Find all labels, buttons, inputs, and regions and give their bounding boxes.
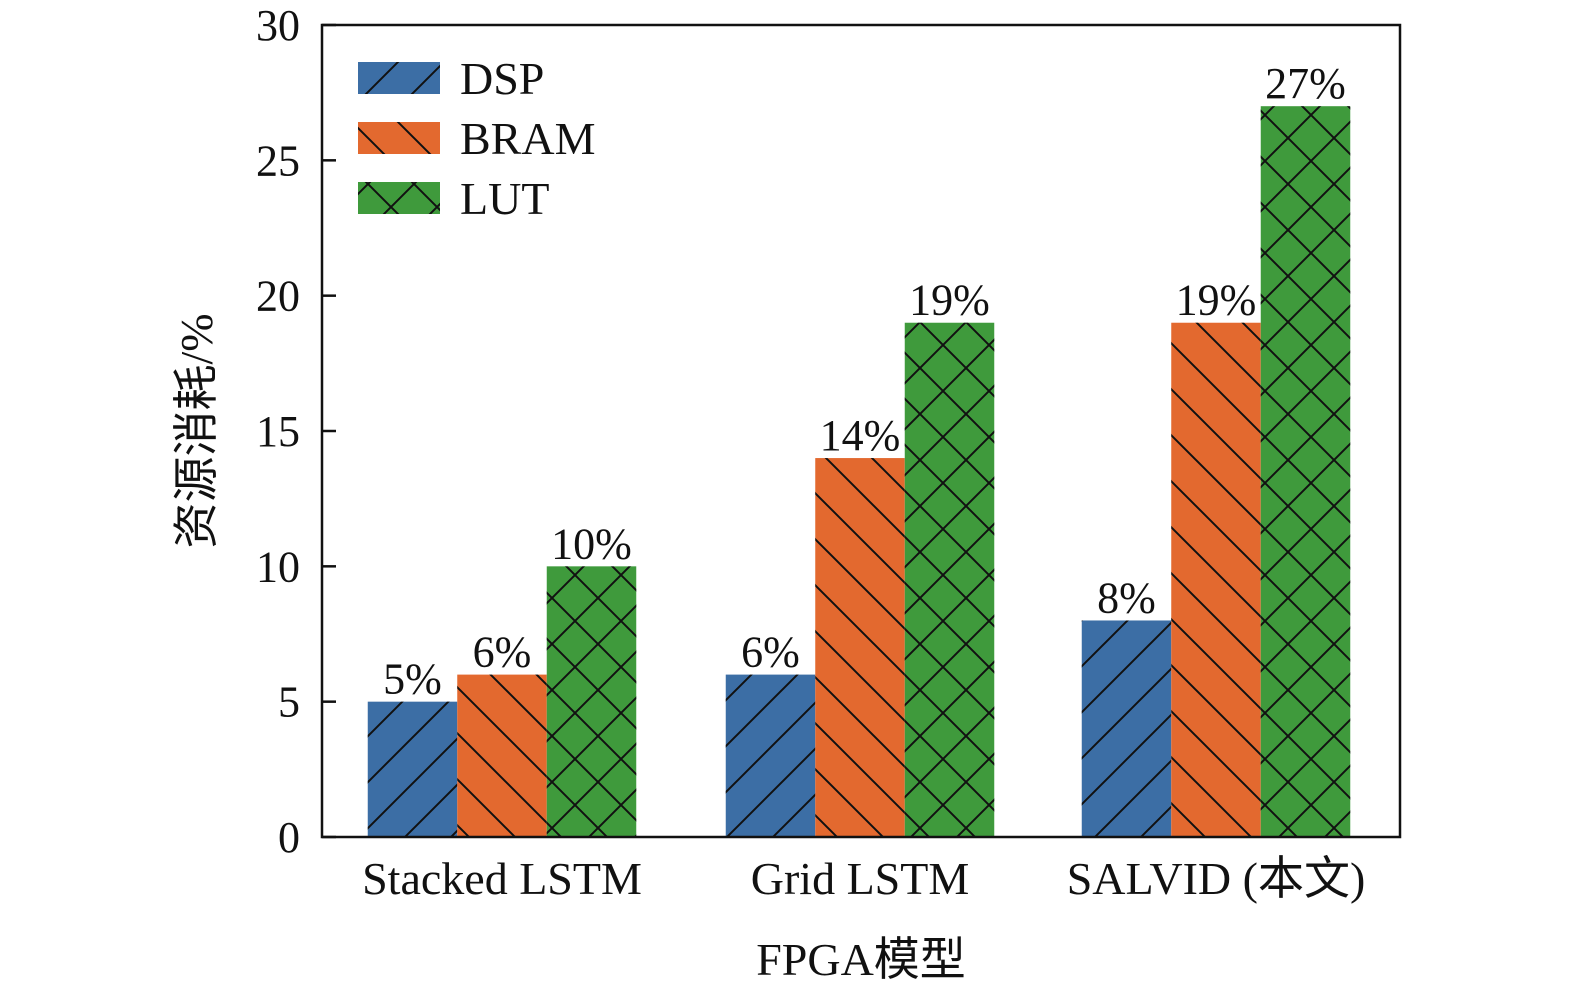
legend-label: DSP bbox=[460, 53, 544, 104]
y-axis-title: 资源消耗/% bbox=[171, 313, 222, 548]
data-label: 10% bbox=[551, 519, 632, 568]
data-label: 14% bbox=[820, 411, 901, 460]
bar-hatch bbox=[1260, 106, 1351, 837]
plot-frame bbox=[320, 23, 1402, 839]
y-tick-label: 10 bbox=[256, 542, 300, 591]
legend: DSP BRAM LUT bbox=[358, 53, 595, 224]
bar-hatch bbox=[457, 674, 547, 837]
legend-swatch-hatch bbox=[358, 62, 440, 94]
legend-label: BRAM bbox=[460, 113, 595, 164]
x-tick-label: SALVID (本文) bbox=[1067, 853, 1366, 904]
data-label: 8% bbox=[1097, 573, 1156, 622]
bar-hatch bbox=[367, 701, 458, 837]
bars-group bbox=[367, 106, 1351, 837]
bar-hatch bbox=[725, 674, 816, 837]
y-tick-label: 30 bbox=[256, 1, 300, 50]
bar-hatch bbox=[815, 458, 905, 837]
data-label: 27% bbox=[1265, 59, 1346, 108]
legend-swatch-hatch bbox=[358, 182, 440, 214]
legend-label: LUT bbox=[460, 173, 549, 224]
data-label: 6% bbox=[473, 628, 532, 677]
y-tick-label: 0 bbox=[278, 813, 300, 862]
y-tick-label: 20 bbox=[256, 272, 300, 321]
y-tick-label: 5 bbox=[278, 678, 300, 727]
x-tick-label: Grid LSTM bbox=[751, 853, 970, 904]
data-label: 19% bbox=[909, 276, 990, 325]
data-label: 5% bbox=[383, 655, 442, 704]
x-axis: Stacked LSTM Grid LSTM SALVID (本文) bbox=[362, 853, 1365, 904]
x-tick-label: Stacked LSTM bbox=[362, 853, 642, 904]
data-label: 19% bbox=[1176, 276, 1257, 325]
data-label: 6% bbox=[741, 628, 800, 677]
bar-hatch bbox=[1081, 620, 1172, 837]
legend-swatch-hatch bbox=[358, 122, 440, 154]
x-axis-title: FPGA模型 bbox=[756, 934, 966, 985]
y-tick-label: 25 bbox=[256, 136, 300, 185]
bar-hatch bbox=[1171, 322, 1261, 837]
y-axis: 0 5 10 15 20 25 30 bbox=[256, 1, 336, 862]
bar-hatch bbox=[904, 322, 995, 837]
bar-hatch bbox=[546, 566, 637, 837]
data-labels-group: 5% 6% 10% 6% 14% 19% 8% 19% 27% bbox=[383, 59, 1346, 703]
y-tick-label: 15 bbox=[256, 407, 300, 456]
